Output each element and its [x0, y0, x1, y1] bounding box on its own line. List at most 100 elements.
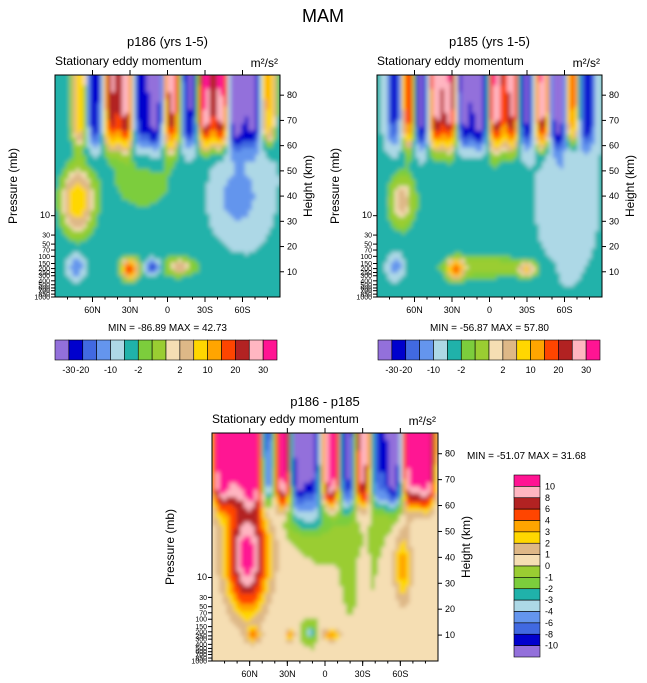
p-tick-label: 500	[360, 282, 372, 289]
y-axis-label: Pressure (mb)	[6, 148, 20, 224]
colorbar-box	[460, 339, 476, 361]
x-tick-label: 60N	[406, 305, 423, 315]
colorbar-box	[571, 339, 587, 361]
colorbar-label: -2	[457, 365, 465, 375]
colorbar-box	[513, 520, 541, 533]
colorbar: -30 -20 -10 -2 2 10 20 30	[54, 339, 278, 375]
colorbar-box	[488, 339, 504, 361]
p-tick-label: 10	[197, 572, 207, 582]
colorbar-box	[502, 339, 518, 361]
z-tick-label: 30	[445, 578, 455, 588]
x-tick-label: 60S	[392, 669, 408, 679]
panel-title: p186 (yrs 1-5)	[127, 34, 208, 49]
colorbar-label: -4	[545, 607, 553, 617]
colorbar-box	[513, 622, 541, 635]
colorbar-box	[474, 339, 490, 361]
colorbar-box	[516, 339, 531, 361]
p-tick-label: 400	[195, 642, 207, 649]
z-tick-label: 70	[609, 115, 619, 125]
p-tick-label: 400	[38, 278, 50, 285]
colorbar-label: -10	[427, 365, 440, 375]
z-tick-label: 40	[445, 552, 455, 562]
colorbar-label: 10	[203, 365, 213, 375]
z-tick-label: 40	[287, 191, 297, 201]
min-max-label: MIN = -51.07 MAX = 31.68	[467, 451, 586, 462]
z-tick-label: 70	[287, 115, 297, 125]
colorbar-label: -6	[545, 618, 553, 628]
x-tick-label: 60S	[556, 305, 572, 315]
y-axis-label: Pressure (mb)	[163, 509, 177, 585]
colorbar-label: 2	[545, 538, 550, 548]
colorbar-box	[513, 554, 541, 567]
z-tick-label: 80	[609, 90, 619, 100]
colorbar-box	[513, 486, 541, 499]
colorbar-label: 2	[500, 365, 505, 375]
colorbar-box	[391, 339, 407, 361]
colorbar-label: 30	[581, 365, 591, 375]
colorbar-label: -30	[62, 365, 75, 375]
p-tick-label: 150	[360, 261, 372, 268]
colorbar-label: -10	[104, 365, 117, 375]
colorbar-box	[558, 339, 573, 361]
z-tick-label: 20	[609, 242, 619, 252]
colorbar-label: 0	[545, 561, 550, 571]
x-tick-label: 30S	[197, 305, 213, 315]
colorbar-label: -3	[545, 595, 553, 605]
p-tick-label: 700	[195, 652, 207, 659]
colorbar-box	[110, 339, 125, 361]
p-tick-label: 200	[38, 266, 50, 273]
p-tick-label: 100	[195, 617, 207, 624]
colorbar-box	[262, 339, 278, 361]
x-tick-label: 30N	[279, 669, 296, 679]
colorbar-box	[513, 542, 541, 555]
colorbar-label: -20	[76, 365, 89, 375]
colorbar-label: -8	[545, 629, 553, 639]
p-tick-label: 500	[195, 646, 207, 653]
colorbar-box	[124, 339, 139, 361]
colorbar-box	[447, 339, 462, 361]
p-tick-label: 150	[38, 261, 50, 268]
z-tick-label: 50	[445, 526, 455, 536]
colorbar-box	[513, 531, 541, 544]
min-max-label: MIN = -86.89 MAX = 42.73	[108, 323, 227, 334]
colorbar-box	[151, 339, 167, 361]
colorbar-label: 2	[177, 365, 182, 375]
p-tick-label: 10	[40, 210, 50, 220]
colorbar-box	[544, 339, 559, 361]
colorbar-box	[96, 339, 111, 361]
p-tick-label: 300	[195, 637, 207, 644]
colorbar-box	[221, 339, 236, 361]
p-tick-label: 30	[364, 233, 372, 240]
colorbar-box	[419, 339, 434, 361]
colorbar-box	[513, 588, 541, 601]
x-tick-label: 0	[165, 305, 170, 315]
panel-title: p186 - p185	[290, 394, 359, 409]
x-tick-label: 60N	[84, 305, 101, 315]
p-tick-label: 10	[362, 210, 372, 220]
min-max-label: MIN = -56.87 MAX = 57.80	[430, 323, 549, 334]
z-tick-label: 50	[609, 166, 619, 176]
x-tick-label: 30S	[519, 305, 535, 315]
colorbar-box	[530, 339, 545, 361]
p-tick-label: 1000	[356, 295, 372, 302]
p-tick-label: 50	[364, 242, 372, 249]
colorbar-label: 6	[545, 504, 550, 514]
contour-field	[212, 433, 438, 661]
p-tick-label: 30	[199, 595, 207, 602]
z-tick-label: 30	[609, 216, 619, 226]
colorbar-box	[82, 339, 97, 361]
p-tick-label: 200	[195, 629, 207, 636]
colorbar-box	[137, 339, 153, 361]
colorbar-box	[585, 339, 601, 361]
colorbar-box	[513, 611, 541, 624]
contour-field	[377, 75, 602, 297]
panel-units: m²/s²	[251, 56, 278, 70]
p-tick-label: 300	[360, 273, 372, 280]
p-tick-label: 70	[199, 610, 207, 617]
colorbar-label: -10	[545, 641, 558, 651]
colorbar-box	[235, 339, 250, 361]
colorbar-label: -1	[545, 572, 553, 582]
x-tick-label: 60S	[234, 305, 250, 315]
